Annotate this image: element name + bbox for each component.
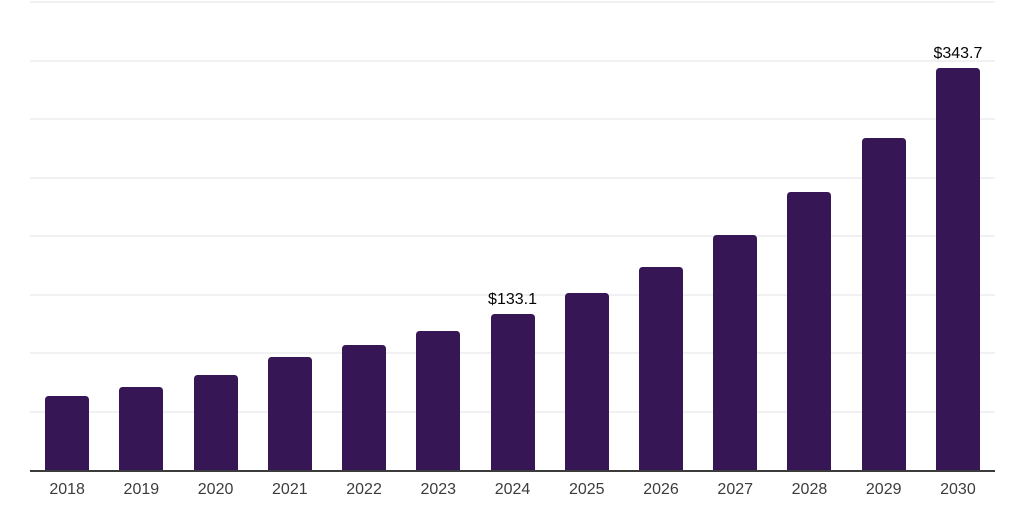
bar-2021 [267,357,312,470]
x-axis-label-2027: 2027 [717,481,754,498]
gridline-200 [30,235,995,237]
bar-2024 [490,314,535,470]
x-axis-label-2019: 2019 [123,481,160,498]
bar-slot-2027 [698,2,772,470]
x-axis-label-2030: 2030 [940,481,976,498]
bar-2018 [45,395,90,470]
x-axis-label-2029: 2029 [865,481,902,498]
bar-slot-2030: $343.7 [921,2,995,470]
bar-2027 [713,234,758,470]
bar-2030 [935,67,980,470]
x-axis-label-2025: 2025 [568,481,605,498]
bar-slot-2028 [772,2,846,470]
bar-series: $133.1 $343.7 [30,2,995,470]
bar-slot-2029 [847,2,921,470]
bar-2025 [564,292,609,470]
bar-slot-2018 [30,2,104,470]
x-axis-label-2022: 2022 [346,481,382,498]
bar-slot-2022 [327,2,401,470]
bar-2029 [861,138,906,470]
data-label-2024: $133.1 [488,291,537,309]
x-axis-label-2026: 2026 [643,481,679,498]
bar-slot-2023 [401,2,475,470]
x-axis-labels: 2018 2019 2020 2021 2022 2023 2024 2025 2026 2027… [30,480,995,501]
gridline-300 [30,118,995,120]
bar-slot-2026 [624,2,698,470]
x-axis-label-2021: 2021 [272,481,308,498]
bar-slot-2024: $133.1 [475,2,549,470]
bar-slot-2019 [104,2,178,470]
bar-slot-2021 [253,2,327,470]
x-axis-label-2020: 2020 [197,481,234,498]
bar-2022 [342,344,387,470]
data-label-2030: $343.7 [933,44,983,62]
gridline-350 [30,59,995,62]
bar-2023 [416,330,461,470]
x-axis-label-2028: 2028 [791,481,828,498]
x-axis-label-2018: 2018 [49,481,85,498]
x-axis-label-2023: 2023 [420,481,457,498]
bar-2028 [787,192,832,470]
bar-2019 [119,387,164,470]
gridline-400 [30,1,995,3]
bar-2020 [193,374,238,470]
gridline-150 [30,293,995,296]
plot-area: $133.1 $343.7 [30,1,995,472]
bar-slot-2020 [178,2,252,470]
gridline-250 [30,176,995,179]
bar-slot-2025 [550,2,624,470]
bar-2026 [638,267,683,470]
x-axis-label-2024: 2024 [494,481,531,498]
